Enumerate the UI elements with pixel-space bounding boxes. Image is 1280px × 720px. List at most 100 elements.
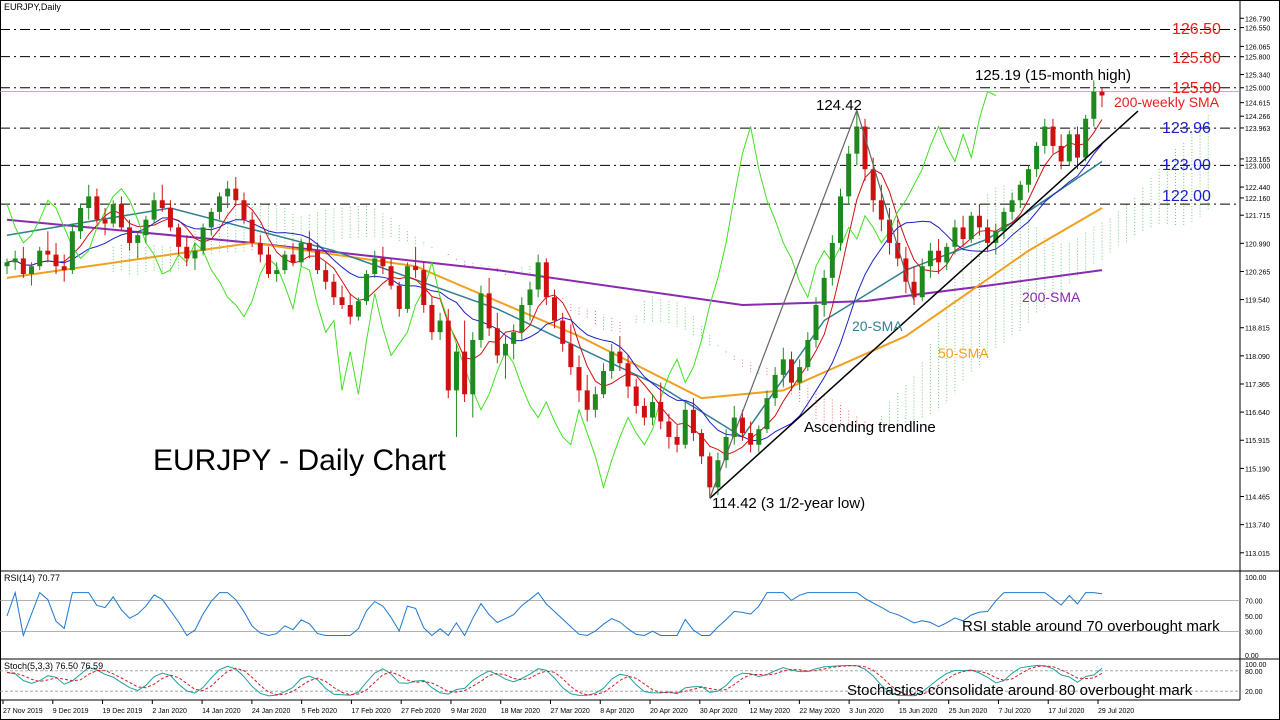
candle-body <box>257 242 263 255</box>
candle-body <box>462 351 468 395</box>
candle-body <box>29 266 35 274</box>
candle-body <box>511 332 517 344</box>
time-tick-label: 17 Feb 2020 <box>351 708 390 715</box>
candle-body <box>641 405 647 418</box>
candle-body <box>715 460 721 488</box>
candle-body <box>731 417 737 437</box>
candle-body <box>1017 184 1023 201</box>
candle-body <box>895 242 901 259</box>
price-tick-label: 117.365 <box>1245 382 1270 389</box>
time-tick-label: 9 Mar 2020 <box>451 708 487 715</box>
time-tick-label: 8 Apr 2020 <box>600 708 634 715</box>
stoch-d-line <box>6 665 1103 697</box>
rsi-pane: 100.00 70.00 50.00 30.00 0.00 <box>0 575 1267 660</box>
chart-title: EURJPY - Daily Chart <box>153 444 447 477</box>
rsi-tick-label: 70.00 <box>1245 598 1263 605</box>
candle-body <box>568 343 574 368</box>
price-tick-label: 122.440 <box>1245 185 1270 192</box>
candle-body <box>699 433 705 457</box>
time-tick-label: 12 May 2020 <box>750 708 791 715</box>
candle-body <box>927 250 933 267</box>
candle-body <box>331 281 337 298</box>
candle-body <box>265 254 271 274</box>
candle-body <box>429 305 435 333</box>
candle-body <box>519 305 525 333</box>
candle-body <box>739 417 745 434</box>
price-axis: 126.790 126.550 126.065 125.800 125.340 125.0… <box>1240 16 1270 558</box>
candle-body <box>290 254 296 263</box>
price-tick-label: 126.790 <box>1245 16 1270 23</box>
candle-body <box>756 429 762 445</box>
candle-body <box>846 153 852 197</box>
stoch-tick-label: 20.00 <box>1245 689 1263 696</box>
candle-body <box>445 320 451 391</box>
candle-body <box>1009 200 1015 212</box>
candle-body <box>878 200 884 220</box>
time-tick-label: 7 Jul 2020 <box>998 708 1030 715</box>
candle-body <box>527 289 533 306</box>
rsi-tick-label: 0.00 <box>1245 653 1259 660</box>
candle-body <box>609 351 615 371</box>
candle-body <box>838 196 844 243</box>
price-tick-label: 118.090 <box>1245 354 1270 361</box>
candle-body <box>690 409 696 434</box>
candle-body <box>960 227 966 240</box>
candle-body <box>1099 91 1105 96</box>
sma50-line <box>6 207 1103 400</box>
candle-body <box>241 200 247 220</box>
candle-body <box>764 398 770 430</box>
candle-body <box>633 386 639 406</box>
price-tick-label: 116.640 <box>1245 410 1270 417</box>
price-tick-label: 123.963 <box>1245 126 1270 133</box>
candle-body <box>780 359 786 375</box>
candle-body <box>993 231 999 243</box>
candle-body <box>829 242 835 278</box>
price-tick-label: 125.800 <box>1245 55 1270 62</box>
price-tick-label: 124.266 <box>1245 114 1270 121</box>
high-annotation: 125.19 (15-month high) <box>975 67 1131 84</box>
rsi-note: RSI stable around 70 overbought mark <box>962 618 1220 635</box>
stoch-tick-label: 80.00 <box>1245 669 1263 676</box>
candle-body <box>936 250 942 263</box>
candle-body <box>53 254 59 267</box>
time-axis: 27 Nov 2019 9 Dec 2019 19 Dec 2019 2 Jan 20… <box>0 699 1240 715</box>
candle-body <box>1025 169 1031 185</box>
candle-body <box>658 402 664 422</box>
candle-body <box>176 227 182 247</box>
candle-body <box>502 343 508 356</box>
price-tick-label: 118.815 <box>1245 326 1270 333</box>
candle-body <box>1050 126 1056 146</box>
candle-body <box>576 367 582 391</box>
candle-body <box>470 339 476 395</box>
time-tick-label: 18 Mar 2020 <box>501 708 540 715</box>
rsi-tick-label: 50.00 <box>1245 614 1263 621</box>
price-tick-label: 114.465 <box>1245 495 1270 502</box>
candle-body <box>110 204 116 224</box>
candle-body <box>1001 211 1007 232</box>
price-tick-label: 125.000 <box>1245 86 1270 93</box>
candle-body <box>625 363 631 387</box>
time-tick-label: 15 Jun 2020 <box>899 708 938 715</box>
candle-body <box>396 285 402 309</box>
ascending-trendline <box>709 110 1139 499</box>
candle-body <box>184 246 190 259</box>
candle-body <box>437 320 443 333</box>
trendline-annotation: Ascending trendline <box>804 419 936 436</box>
candle-body <box>1074 134 1080 158</box>
candle-body <box>985 227 991 243</box>
candle-body <box>543 262 549 298</box>
candle-body <box>870 169 876 201</box>
candle-body <box>535 262 541 290</box>
sma20-label: 20-SMA <box>852 318 903 334</box>
candle-body <box>862 126 868 170</box>
candle-body <box>682 409 688 445</box>
candle-body <box>1042 126 1048 146</box>
price-tick-label: 126.550 <box>1245 26 1270 33</box>
stoch-header: Stoch(5,3,3) 76.50 76.59 <box>4 661 103 671</box>
rsi-tick-label: 100.00 <box>1245 575 1267 582</box>
candle-body <box>404 266 410 309</box>
candle-body <box>61 266 67 271</box>
time-tick-label: 27 Nov 2019 <box>3 708 43 715</box>
sma200-label: 200-SMA <box>1022 289 1081 305</box>
